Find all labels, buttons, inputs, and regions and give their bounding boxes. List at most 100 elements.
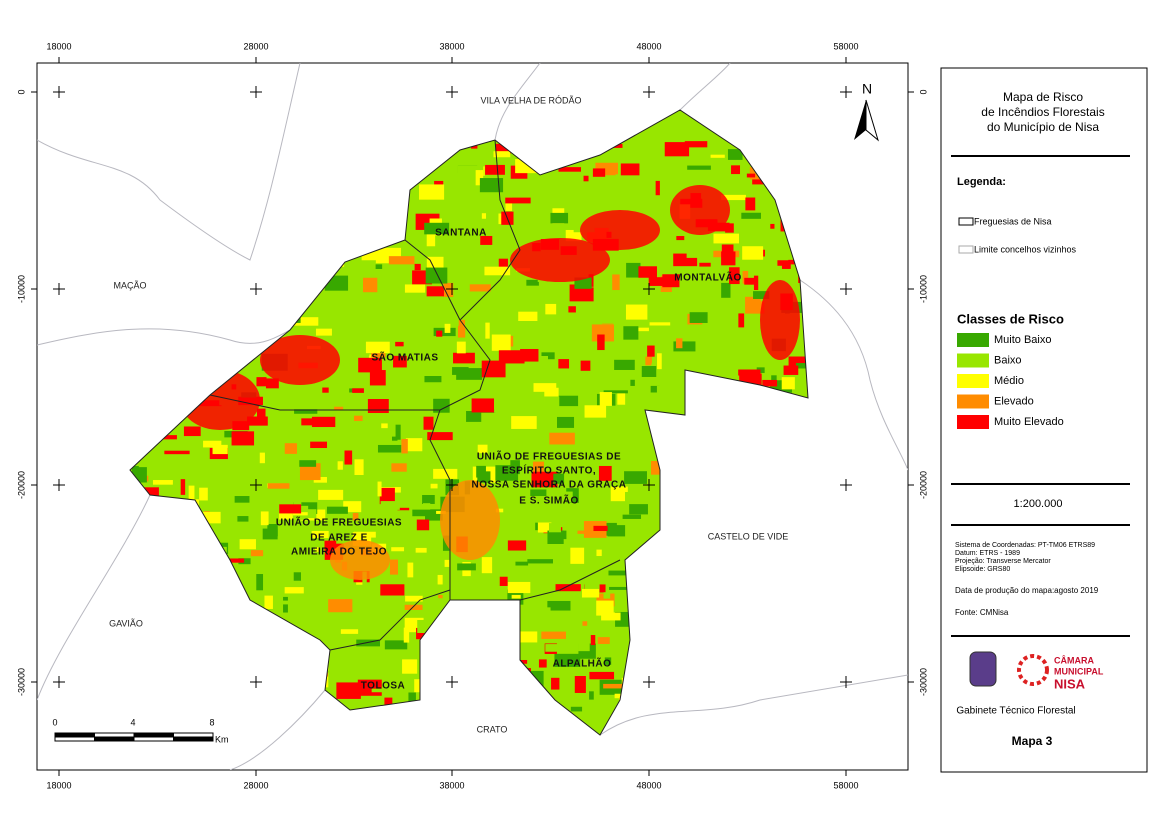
- raster-cell: [555, 584, 581, 592]
- raster-cell: [623, 326, 639, 340]
- raster-cell: [627, 446, 653, 461]
- raster-cell: [318, 489, 344, 500]
- raster-cell: [668, 261, 675, 278]
- raster-cell: [531, 471, 558, 488]
- raster-cell: [457, 563, 476, 571]
- office-text: Gabinete Técnico Florestal: [956, 706, 1075, 717]
- source-line: Fonte: CMNisa: [955, 608, 1009, 617]
- raster-cell: [549, 432, 575, 445]
- class-label: Baixo: [994, 354, 1022, 366]
- raster-cell: [742, 246, 764, 260]
- y-tick-label: -30000: [918, 668, 928, 696]
- raster-cell: [426, 286, 444, 297]
- raster-cell: [770, 223, 775, 229]
- raster-cell: [580, 360, 591, 371]
- raster-cell: [371, 688, 398, 693]
- raster-cell: [212, 444, 228, 455]
- class-label: Médio: [994, 375, 1024, 387]
- raster-cell: [430, 483, 438, 489]
- raster-cell: [452, 367, 469, 375]
- raster-cell: [469, 284, 491, 292]
- raster-cell: [759, 265, 782, 272]
- raster-cell: [676, 236, 685, 241]
- raster-cell: [369, 370, 386, 386]
- raster-cell: [745, 197, 756, 211]
- raster-cell: [541, 352, 555, 360]
- raster-cell: [283, 596, 288, 613]
- raster-cell: [511, 416, 537, 429]
- raster-cell: [425, 267, 448, 284]
- raster-cell: [635, 407, 641, 419]
- raster-cell: [239, 539, 256, 550]
- raster-cell: [380, 584, 405, 596]
- raster-cell: [721, 244, 734, 258]
- raster-cell: [584, 405, 607, 418]
- x-tick-label: 38000: [439, 780, 464, 790]
- north-arrow: [854, 100, 866, 140]
- parish-label: SANTANA: [435, 228, 487, 239]
- raster-cell: [710, 154, 725, 158]
- raster-cell: [453, 352, 475, 364]
- raster-cell: [617, 393, 626, 405]
- raster-cell: [507, 540, 527, 551]
- raster-cell: [310, 441, 328, 449]
- raster-cell: [532, 461, 545, 475]
- place-label: VILA VELHA DE RÓDÃO: [480, 95, 581, 105]
- raster-cell: [622, 514, 642, 519]
- legend-heading: Legenda:: [957, 176, 1006, 188]
- raster-cell: [544, 396, 560, 412]
- raster-cell: [540, 356, 549, 363]
- raster-cell: [389, 559, 398, 575]
- raster-cell: [391, 463, 407, 472]
- raster-cell: [744, 277, 755, 285]
- raster-cell: [597, 637, 610, 645]
- raster-cell: [731, 165, 741, 175]
- raster-cell: [581, 588, 600, 598]
- class-label: Muito Elevado: [994, 416, 1064, 428]
- raster-cell: [491, 334, 511, 351]
- raster-cell: [437, 574, 443, 585]
- y-tick-label: -20000: [16, 471, 26, 499]
- raster-cell: [495, 465, 519, 481]
- raster-cell: [526, 279, 539, 286]
- raster-cell: [419, 184, 445, 200]
- raster-cell: [499, 576, 508, 586]
- crest: [969, 651, 997, 687]
- raster-cluster: [510, 238, 610, 282]
- parish-label: MONTALVÃO: [674, 271, 741, 284]
- raster-cell: [721, 194, 746, 201]
- raster-cell: [582, 621, 588, 626]
- raster-cell: [518, 311, 538, 322]
- raster-cell: [395, 424, 401, 440]
- raster-cell: [277, 600, 291, 605]
- raster-cell: [781, 377, 795, 390]
- raster-cell: [344, 450, 353, 465]
- raster-cell: [250, 550, 264, 557]
- class-swatch: [957, 374, 989, 388]
- raster-cell: [727, 149, 743, 160]
- raster-cell: [402, 659, 418, 674]
- raster-cell: [350, 639, 357, 646]
- raster-cell: [293, 317, 319, 326]
- raster-cell: [494, 406, 514, 413]
- y-tick-label: -10000: [16, 275, 26, 303]
- raster-cell: [629, 504, 648, 515]
- raster-cell: [256, 377, 267, 387]
- info-line: Projeção: Transverse Mercator: [955, 558, 1051, 565]
- raster-cell: [260, 511, 269, 526]
- raster-cell: [475, 170, 484, 186]
- raster-cell: [664, 142, 690, 157]
- raster-cell: [476, 465, 486, 478]
- raster-cell: [599, 392, 612, 406]
- raster-cell: [762, 379, 778, 387]
- raster-cell: [356, 639, 381, 647]
- raster-cell: [278, 513, 301, 520]
- raster-cell: [238, 558, 251, 565]
- scale-text: 1:200.000: [1014, 498, 1063, 510]
- north-arrow: [865, 99, 879, 142]
- raster-cluster: [330, 540, 390, 580]
- raster-cell: [284, 443, 297, 454]
- raster-cell: [788, 356, 808, 367]
- raster-cluster: [670, 185, 730, 235]
- raster-cell: [375, 410, 398, 420]
